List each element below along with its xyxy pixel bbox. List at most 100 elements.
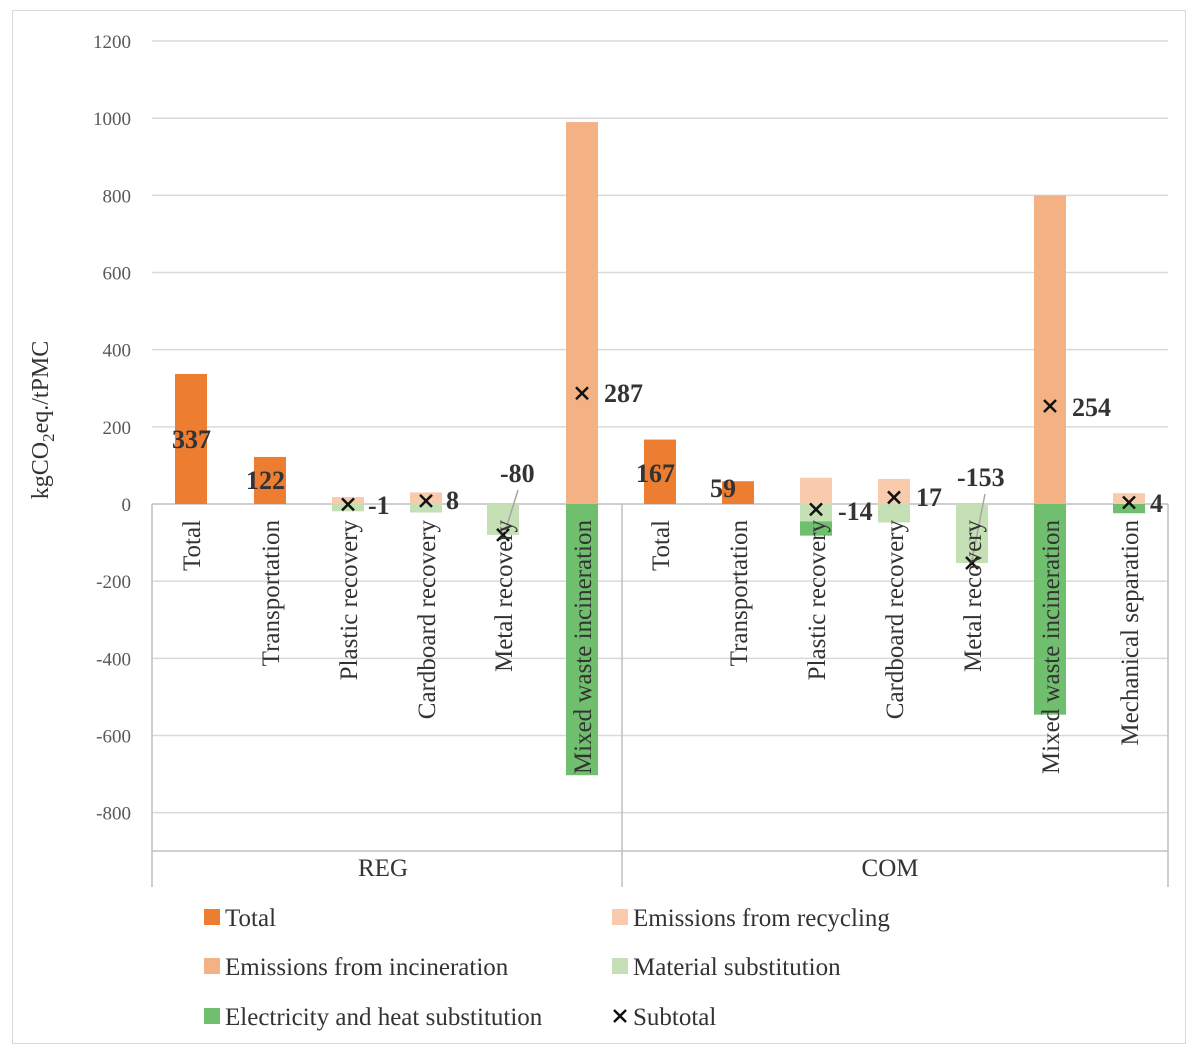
- data-label: 4: [1150, 489, 1163, 518]
- data-labels: 337 122 -1 8 -80 287 167 59 -14 17 -153 254 4: [172, 379, 1163, 561]
- subtotal-marker: [341, 497, 355, 512]
- data-label: 287: [604, 379, 643, 408]
- data-label: -1: [368, 491, 390, 520]
- subtotal-marker: [1122, 495, 1136, 510]
- subtotal-marker: [809, 502, 823, 517]
- subtotal-marker-stroke: [965, 556, 979, 570]
- subtotal-marker-stroke: [1043, 399, 1057, 413]
- legend-item: Subtotal: [613, 1004, 716, 1031]
- data-label: 8: [446, 486, 459, 515]
- y-axis-label: kgCO2eq./tPMC: [28, 341, 58, 500]
- y-tick-label: 0: [122, 495, 132, 516]
- callout-leader: [504, 489, 519, 533]
- group-label: COM: [862, 855, 919, 882]
- group-labels: REG COM: [358, 855, 918, 882]
- data-label: 337: [172, 425, 211, 454]
- legend-label: Emissions from incineration: [225, 954, 509, 981]
- subtotal-marker-stroke: [575, 386, 589, 401]
- bar-segment: [1034, 504, 1066, 715]
- category-label: Plastic recovery: [804, 520, 831, 681]
- y-tick-label: 800: [103, 186, 132, 207]
- bar-segment: [410, 504, 442, 513]
- y-axis-ticks: -800 -600 -400 -200 0 200 400 600 800 1000 1200: [93, 32, 131, 825]
- bar-segment: [800, 477, 832, 504]
- subtotal-marker-stroke: [887, 490, 901, 505]
- data-label: -153: [957, 463, 1005, 492]
- bars: [175, 122, 1145, 776]
- y-axis-label-part: eq./tPMC: [28, 341, 54, 434]
- subtotal-marker-stroke: [341, 497, 355, 512]
- legend-label: Material substitution: [633, 954, 841, 981]
- subtotal-marker: [887, 490, 901, 505]
- y-tick-label: -400: [96, 649, 131, 670]
- legend-swatch: [204, 1008, 220, 1024]
- category-label: Total: [648, 520, 675, 571]
- subtotal-marker: [965, 556, 979, 570]
- category-label: Mechanical separation: [1117, 520, 1144, 746]
- subtotal-marker: [575, 386, 589, 401]
- data-label: -80: [500, 459, 535, 488]
- data-label: -14: [838, 497, 873, 526]
- legend-swatch: [204, 958, 220, 974]
- category-label: Mixed waste incineration: [1038, 520, 1065, 775]
- bar-segment: [800, 521, 832, 536]
- legend-label: Emissions from recycling: [633, 905, 890, 932]
- legend-label: Total: [225, 905, 276, 932]
- legend-item: Material substitution: [612, 954, 841, 981]
- legend-item: Emissions from incineration: [204, 954, 509, 981]
- category-label: Total: [179, 520, 206, 571]
- legend-label: Electricity and heat substitution: [225, 1004, 543, 1031]
- category-label: Cardboard recovery: [882, 520, 909, 720]
- subtotal-marker-stroke: [419, 494, 433, 508]
- subtotal-marker: [496, 527, 510, 542]
- y-tick-label: 600: [103, 264, 132, 285]
- subtotal-marker: [419, 494, 433, 508]
- y-tick-label: 1000: [93, 109, 131, 130]
- legend: Total Emissions from recycling Emissions f…: [204, 905, 890, 1031]
- category-label: Transportation: [726, 520, 753, 667]
- bar-segment: [800, 504, 832, 522]
- legend-swatch: [204, 909, 220, 925]
- bar-segment: [254, 456, 286, 504]
- category-label: Metal recovery: [960, 520, 987, 673]
- legend-swatch: [612, 958, 628, 974]
- category-label: Plastic recovery: [336, 520, 363, 681]
- bar-segment: [566, 504, 598, 776]
- data-label: 122: [246, 466, 285, 495]
- bar-segment: [332, 497, 364, 504]
- bar-segment: [175, 373, 207, 504]
- bar-segment: [566, 122, 598, 505]
- bar-segment: [878, 478, 910, 504]
- subtotal-marker-stroke: [809, 502, 823, 517]
- category-labels: Total Transportation Plastic recovery Cardb…: [179, 520, 1144, 775]
- bar-segment: [332, 504, 364, 512]
- y-tick-label: -600: [96, 726, 131, 747]
- legend-swatch: [612, 909, 628, 925]
- bar-segment: [487, 504, 519, 535]
- legend-item: Emissions from recycling: [612, 905, 890, 932]
- y-tick-label: 200: [103, 418, 132, 439]
- data-label: 59: [710, 474, 736, 503]
- bar-segment: [956, 504, 988, 564]
- subtotal-markers: [341, 386, 1136, 570]
- category-label: Metal recovery: [491, 520, 518, 673]
- y-axis-label-part: kgCO: [28, 442, 54, 499]
- y-tick-label: -800: [96, 804, 131, 825]
- legend-label: Subtotal: [633, 1004, 716, 1031]
- bar-segment: [878, 504, 910, 523]
- y-tick-label: 400: [103, 341, 132, 362]
- callout-leader: [971, 493, 986, 561]
- y-axis-label-subscript: 2: [39, 433, 58, 442]
- subtotal-marker-stroke: [1122, 495, 1136, 510]
- bar-segment: [644, 439, 676, 504]
- subtotal-marker: [1043, 399, 1057, 413]
- category-label: Transportation: [258, 520, 285, 667]
- category-label: Cardboard recovery: [414, 520, 441, 720]
- y-tick-label: 1200: [93, 32, 131, 53]
- chart-frame: [12, 10, 1186, 1044]
- data-label: 254: [1072, 393, 1111, 422]
- y-tick-label: -200: [96, 572, 131, 593]
- bar-segment: [1113, 493, 1145, 504]
- data-label: 17: [916, 483, 942, 512]
